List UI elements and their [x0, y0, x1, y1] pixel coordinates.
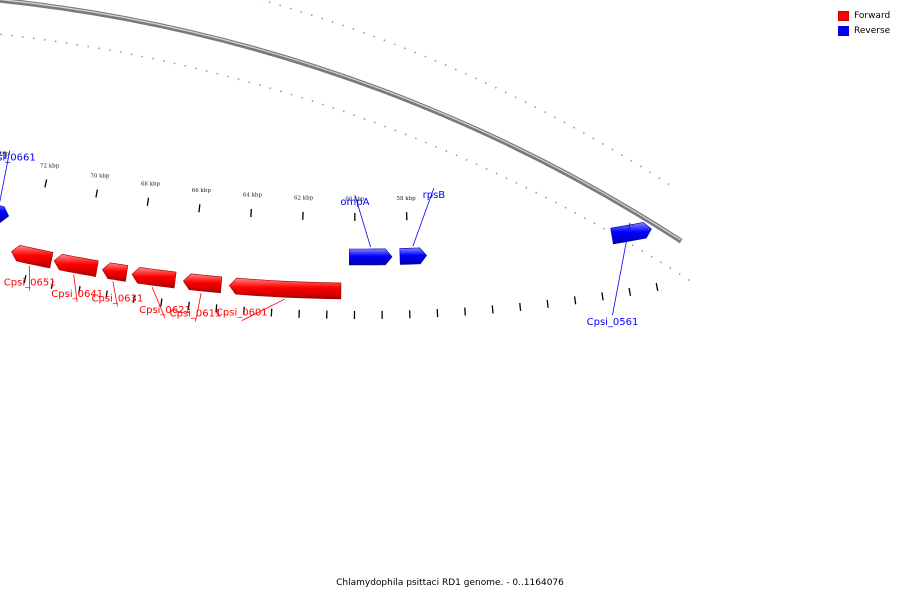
scale-tick-label: 68 kbp — [141, 182, 161, 188]
outer-tick — [655, 282, 659, 291]
gene-leader-line — [612, 222, 631, 316]
outer-tick — [491, 305, 494, 314]
outer-tick — [77, 285, 81, 295]
gene-label: Cpsi_0641 — [51, 289, 103, 300]
outer-tick — [160, 298, 163, 307]
scale-tick-label: 60 kbp — [345, 197, 365, 203]
reverse-swatch — [838, 25, 849, 36]
outer-tick — [546, 299, 549, 308]
scale-tick — [146, 197, 150, 206]
gene-leader-line — [195, 292, 202, 322]
gene-arrow — [182, 273, 223, 294]
scale-track-inner — [258, 0, 670, 186]
outer-tick — [187, 301, 190, 310]
gene-label: ompA — [340, 197, 369, 208]
legend-reverse: Reverse — [838, 23, 890, 38]
gene-leader-line — [241, 298, 285, 321]
outer-tick — [23, 275, 27, 284]
outer-tick — [464, 307, 466, 316]
gene-arrow — [53, 253, 99, 277]
genome-caption: Chlamydophila psittaci RD1 genome. - 0..… — [336, 578, 564, 588]
gene-leader-line — [151, 287, 166, 319]
legend-forward: Forward — [838, 8, 890, 23]
outer-tick — [50, 280, 54, 289]
gene-label: Cpsi_0651 — [4, 277, 56, 288]
gene-arrow — [0, 205, 10, 223]
gene-leader-line — [73, 274, 78, 302]
gene-label: Cpsi_0611 — [170, 309, 222, 320]
scale-tick-label: 70 kbp — [90, 173, 110, 179]
scale-tick — [250, 208, 253, 218]
gene-arrow — [11, 244, 54, 269]
scale-tick-label: 58 kbp — [397, 196, 417, 202]
scale-tick-label: 74 kbp — [0, 152, 10, 158]
gene-leader-line — [112, 281, 118, 307]
scale-tick — [44, 179, 48, 188]
scale-tick-label: 72 kbp — [40, 163, 60, 169]
genome-backbone — [0, 0, 683, 244]
legend-forward-label: Forward — [854, 10, 891, 21]
gene-arrow — [399, 247, 427, 265]
scale-tick — [198, 204, 201, 213]
gene-arrow — [229, 277, 342, 300]
gene-label: Cpsi_0621 — [139, 305, 191, 316]
scale-tick-label: 64 kbp — [243, 193, 263, 199]
gene-arrow — [131, 266, 177, 289]
scale-tick-label: 62 kbp — [294, 195, 314, 201]
gene-label: Cpsi_0661 — [0, 153, 36, 164]
legend-reverse-label: Reverse — [854, 25, 891, 36]
scale-track-outer — [0, 33, 690, 282]
gene-arrow — [102, 262, 129, 282]
gene-label: Cpsi_0601 — [216, 308, 268, 319]
outer-tick — [601, 292, 604, 301]
gene-arrow — [348, 248, 393, 266]
outer-tick — [215, 304, 218, 313]
outer-tick — [132, 294, 136, 303]
legend: Forward Reverse — [838, 8, 890, 38]
gene-leader-line — [0, 150, 11, 203]
outer-tick — [573, 296, 577, 305]
gene-label: Cpsi_0631 — [92, 293, 144, 304]
gene-label: rpsB — [423, 190, 446, 201]
forward-swatch — [838, 10, 849, 21]
scale-tick-label: 66 kbp — [192, 188, 212, 194]
genome-backbone-highlight — [0, 0, 682, 241]
gene-label: Cpsi_0671 — [0, 151, 8, 162]
outer-tick — [105, 290, 108, 299]
gene-arrow — [610, 221, 652, 245]
gene-label: Cpsi_0561 — [587, 317, 639, 328]
outer-tick — [242, 306, 245, 315]
gene-leader-line — [354, 194, 371, 248]
gene-leader-line — [412, 187, 435, 247]
outer-tick — [519, 302, 522, 311]
scale-tick — [95, 189, 99, 198]
outer-tick — [628, 287, 632, 296]
